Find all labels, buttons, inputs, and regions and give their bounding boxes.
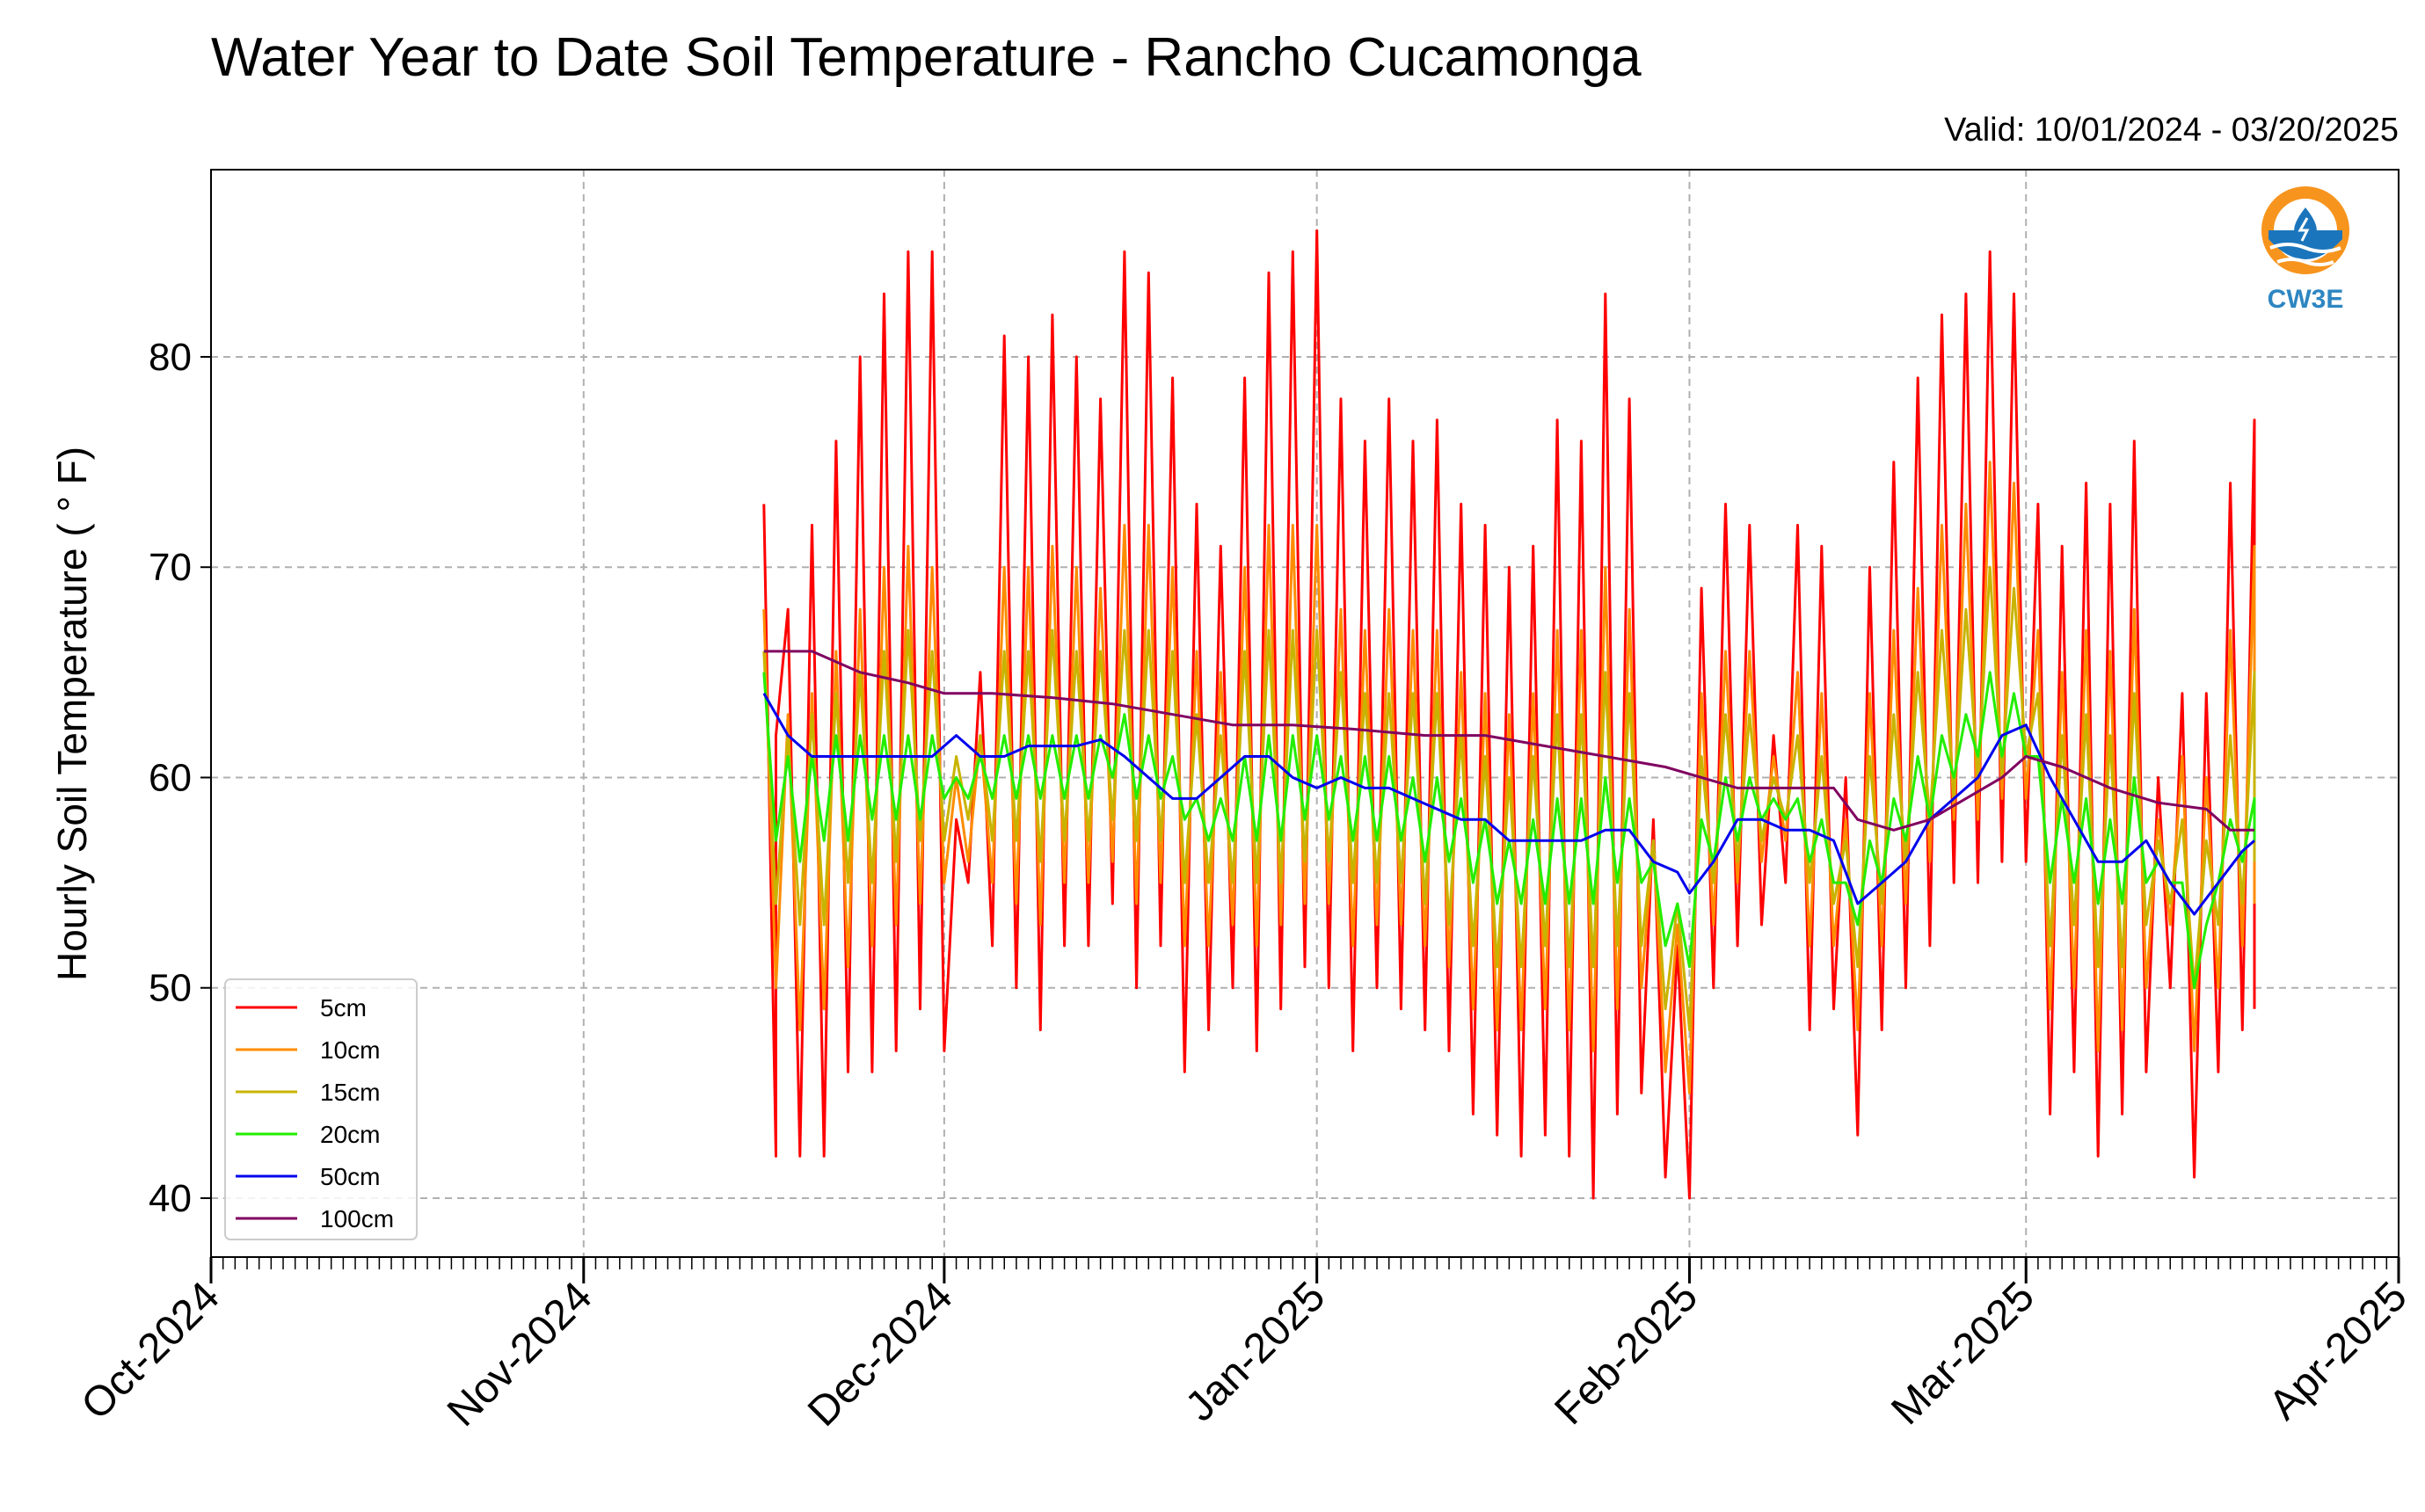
- legend-label-50cm: 50cm: [320, 1163, 380, 1190]
- series-50cm: [762, 693, 2255, 916]
- x-tick-label: Feb-2025: [1546, 1273, 1707, 1434]
- series-15cm: [762, 565, 2256, 1032]
- legend: 5cm 10cm 15cm 20cm 50cm 100cm: [224, 978, 418, 1240]
- x-tick-label: Dec-2024: [799, 1273, 962, 1436]
- x-tick-label: Oct-2024: [73, 1273, 229, 1428]
- legend-label-100cm: 100cm: [320, 1205, 394, 1232]
- y-axis-label: Hourly Soil Temperature ( ° F): [49, 447, 95, 981]
- series-20cm: [762, 671, 2256, 990]
- y-tick-label: 80: [149, 336, 192, 379]
- y-tick-label: 70: [149, 546, 192, 589]
- x-tick-label: Mar-2025: [1882, 1273, 2043, 1434]
- y-tick-label: 40: [149, 1177, 192, 1220]
- cw3e-logo-icon: [2261, 186, 2349, 274]
- logo-text: CW3E: [2268, 285, 2344, 314]
- chart-subtitle: Valid: 10/01/2024 - 03/20/2025: [1944, 112, 2399, 149]
- chart-title: Water Year to Date Soil Temperature - Ra…: [211, 27, 1642, 88]
- series-5cm: [762, 229, 2256, 1200]
- y-tick-label: 50: [149, 967, 192, 1010]
- legend-label-10cm: 10cm: [320, 1036, 380, 1064]
- cw3e-logo: CW3E: [2261, 186, 2349, 314]
- x-tick-label: Apr-2025: [2261, 1273, 2416, 1428]
- axis-ticks: 40 50 60 70 80 Oct-2024 Nov-2024 Dec-2024 Jan-20…: [73, 336, 2416, 1436]
- x-tick-label: Nov-2024: [439, 1273, 601, 1436]
- y-tick-label: 60: [149, 756, 192, 799]
- series-100cm: [763, 650, 2254, 832]
- legend-label-5cm: 5cm: [320, 994, 367, 1021]
- legend-label-20cm: 20cm: [320, 1121, 380, 1148]
- series-lines: [762, 229, 2256, 1200]
- legend-frame: [224, 978, 418, 1240]
- x-tick-label: Jan-2025: [1176, 1273, 1334, 1430]
- plot-frame: [210, 169, 2400, 1258]
- grid: [211, 170, 2399, 1257]
- legend-label-15cm: 15cm: [320, 1079, 380, 1106]
